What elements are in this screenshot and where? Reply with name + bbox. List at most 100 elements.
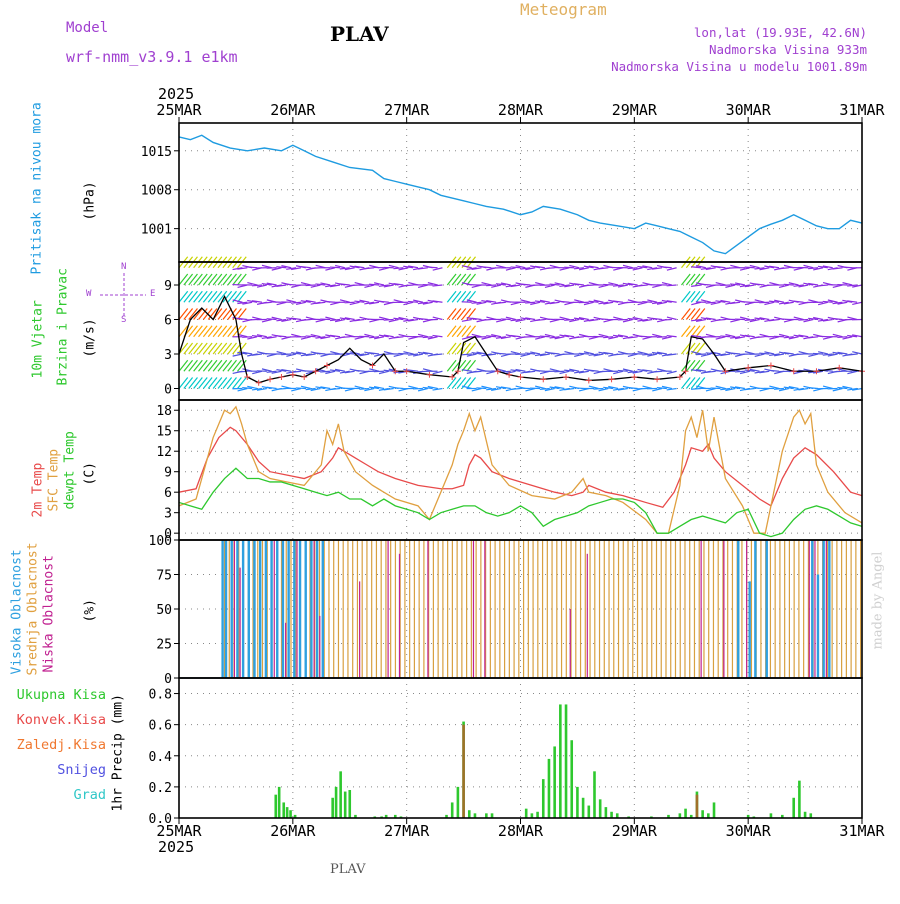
compass-n: N <box>121 262 126 272</box>
wind-arrow <box>652 371 662 372</box>
y-tick-label: 50 <box>156 603 172 618</box>
wind-arrow <box>667 268 677 270</box>
wind-arrow <box>603 284 613 285</box>
wind-arrow <box>506 302 516 303</box>
wind-arrow <box>233 378 242 389</box>
compass-s: S <box>121 315 126 325</box>
wind-arrow <box>813 353 823 354</box>
wind-arrow <box>218 360 227 371</box>
wind-arrow <box>184 378 193 389</box>
wind-arrow <box>608 267 618 268</box>
wind-arrow <box>199 343 208 354</box>
precip-total-bar <box>278 787 281 818</box>
wind-arrow <box>428 267 438 268</box>
wind-arrow <box>218 326 227 337</box>
wind-arrow <box>593 389 603 390</box>
wind-arrow <box>452 274 461 285</box>
temp-ylabel-3: dewpt Temp <box>63 430 78 510</box>
wind-arrow <box>398 353 408 354</box>
wind-arrow <box>194 291 203 302</box>
wind-arrow <box>213 360 222 371</box>
wind-arrow <box>764 285 774 286</box>
wind-arrow <box>476 388 486 389</box>
precip-total-bar <box>468 810 471 818</box>
precip-total-bar <box>451 802 454 818</box>
precip-total-bar <box>582 798 585 818</box>
wind-arrow <box>447 291 456 302</box>
wind-arrow <box>223 343 232 354</box>
wind-arrow <box>228 274 237 285</box>
wind-arrow <box>233 274 242 285</box>
wind-arrow <box>350 285 360 286</box>
wind-arrow <box>691 326 700 337</box>
wind-arrow <box>715 320 725 321</box>
precip-total-bar <box>344 792 347 818</box>
wind-arrow <box>238 309 247 320</box>
y-tick-label: 0.6 <box>149 719 172 734</box>
wind-arrow <box>706 302 716 303</box>
wind-arrow <box>203 291 212 302</box>
wind-arrow <box>467 274 476 285</box>
wind-arrow <box>228 378 237 389</box>
precip-total-bar <box>542 779 545 818</box>
precip-total-bar <box>610 812 613 818</box>
wind-arrow <box>247 320 257 321</box>
wind-arrow <box>637 336 647 337</box>
precip-legend-freezing: Zaledj.Kisa <box>17 737 106 753</box>
wind-arrow <box>691 389 701 390</box>
wind-arrow <box>520 337 530 338</box>
precip-ylabel: 1hr Precip (mm) <box>111 692 126 812</box>
panel-frame-temperature <box>179 400 862 540</box>
precip-total-bar <box>282 802 285 818</box>
wind-arrow <box>208 343 217 354</box>
precip-total-bar <box>457 787 460 818</box>
wind-arrow <box>403 336 413 337</box>
wind-arrow <box>203 274 212 285</box>
wind-arrow <box>199 274 208 285</box>
wind-arrow <box>242 388 252 389</box>
wind-arrow <box>208 360 217 371</box>
precip-conv-bar <box>462 725 465 818</box>
wind-arrow <box>447 360 456 371</box>
wind-arrow <box>852 302 862 304</box>
wind-arrow <box>793 354 803 355</box>
x-tick-label-bottom: 31MAR <box>839 822 885 840</box>
wind-arrow <box>203 343 212 354</box>
wind-arrow <box>223 326 232 337</box>
wind-arrow <box>301 320 311 321</box>
wind-arrow <box>315 353 325 354</box>
wind-arrow <box>364 319 374 320</box>
precip-legend-hail: Grad <box>73 787 106 803</box>
wind-arrow <box>213 343 222 354</box>
wind-arrow <box>681 378 690 389</box>
wind-arrow <box>447 326 456 337</box>
wind-arrow <box>301 371 311 372</box>
wind-arrow <box>457 326 466 337</box>
wind-arrow <box>452 309 461 320</box>
wind-arrow <box>833 371 843 372</box>
wind-arrow <box>218 274 227 285</box>
wind-arrow <box>462 354 472 355</box>
wind-arrow <box>457 309 466 320</box>
wind-arrow <box>228 343 237 354</box>
wind-arrow <box>701 284 711 285</box>
wind-arrow <box>213 326 222 337</box>
wind-arrow <box>418 371 428 372</box>
wind-arrow <box>218 378 227 389</box>
y-tick-label: 1008 <box>141 184 172 199</box>
wind-arrow <box>213 291 222 302</box>
x-tick-label-top: 28MAR <box>498 101 544 119</box>
wind-arrow <box>759 353 769 354</box>
wind-arrow <box>623 302 633 303</box>
wind-arrow <box>393 268 403 269</box>
wind-arrow <box>345 302 355 303</box>
panel-frame-precip <box>179 678 862 818</box>
wind-arrow <box>252 285 262 286</box>
wind-arrow <box>696 343 705 354</box>
wind-arrow <box>262 302 272 303</box>
wind-arrow <box>199 291 208 302</box>
wind-arrow <box>686 291 695 302</box>
watermark: made by Angel <box>871 550 886 650</box>
precip-total-bar <box>599 799 602 818</box>
precip-legend-conv: Konvek.Kisa <box>17 712 106 728</box>
